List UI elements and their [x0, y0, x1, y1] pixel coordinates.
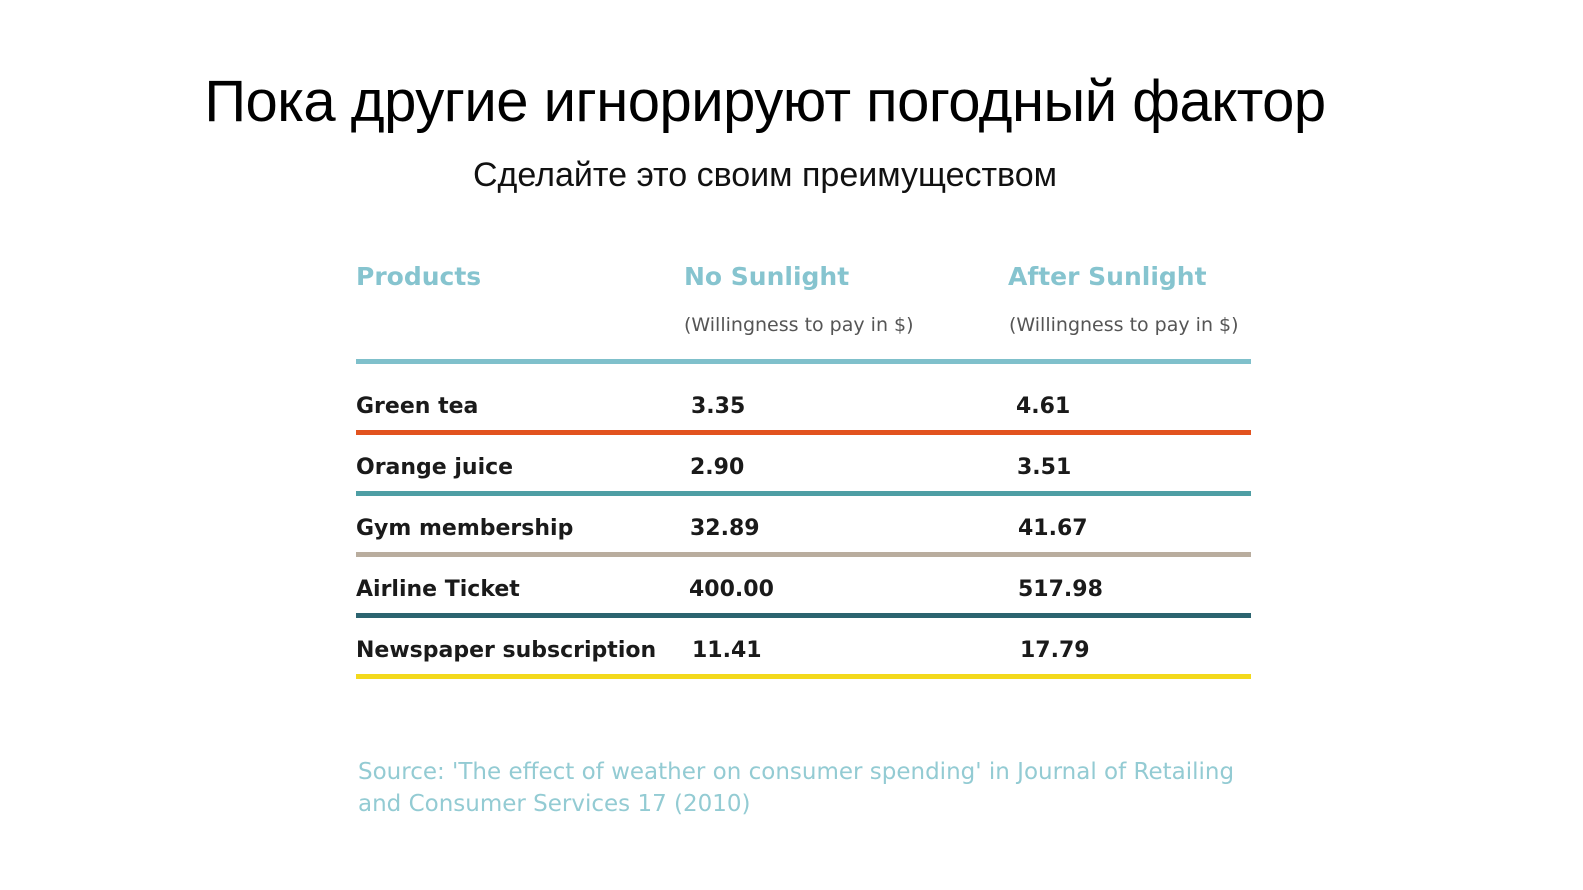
- product-cell: Gym membership: [356, 516, 574, 541]
- after-sunlight-cell: 17.79: [1020, 638, 1090, 663]
- source-citation: Source: 'The effect of weather on consum…: [358, 756, 1278, 820]
- table-row: Orange juice 2.90 3.51: [356, 435, 1251, 496]
- row-rule: [356, 552, 1251, 557]
- product-cell: Newspaper subscription: [356, 638, 657, 663]
- after-sunlight-cell: 41.67: [1018, 516, 1088, 541]
- no-sunlight-cell: 32.89: [690, 516, 760, 541]
- header-rule: [356, 359, 1251, 364]
- after-sunlight-cell: 4.61: [1016, 394, 1071, 419]
- no-sunlight-cell: 11.41: [692, 638, 762, 663]
- table-row: Airline Ticket 400.00 517.98: [356, 557, 1251, 618]
- table-row: Gym membership 32.89 41.67: [356, 496, 1251, 557]
- product-cell: Airline Ticket: [356, 577, 520, 602]
- row-rule: [356, 430, 1251, 435]
- table-row: Green tea 3.35 4.61: [356, 374, 1251, 435]
- header-after-sunlight-sub: (Willingness to pay in $): [1009, 314, 1239, 336]
- no-sunlight-cell: 400.00: [689, 577, 774, 602]
- product-cell: Orange juice: [356, 455, 514, 480]
- row-rule: [356, 613, 1251, 618]
- slide-title: Пока другие игнорируют погодный фактор: [204, 69, 1326, 134]
- source-line-2: and Consumer Services 17 (2010): [358, 791, 751, 817]
- source-line-1: Source: 'The effect of weather on consum…: [358, 759, 1235, 785]
- table-row: Newspaper subscription 11.41 17.79: [356, 618, 1251, 679]
- row-rule: [356, 491, 1251, 496]
- slide-subtitle: Сделайте это своим преимуществом: [472, 156, 1058, 194]
- header-products: Products: [356, 262, 482, 291]
- no-sunlight-cell: 2.90: [690, 455, 745, 480]
- header-after-sunlight: After Sunlight: [1008, 262, 1207, 291]
- header-no-sunlight-sub: (Willingness to pay in $): [684, 314, 914, 336]
- header-no-sunlight: No Sunlight: [684, 262, 850, 291]
- product-cell: Green tea: [356, 394, 479, 419]
- row-rule: [356, 674, 1251, 679]
- after-sunlight-cell: 3.51: [1017, 455, 1072, 480]
- no-sunlight-cell: 3.35: [691, 394, 746, 419]
- after-sunlight-cell: 517.98: [1018, 577, 1103, 602]
